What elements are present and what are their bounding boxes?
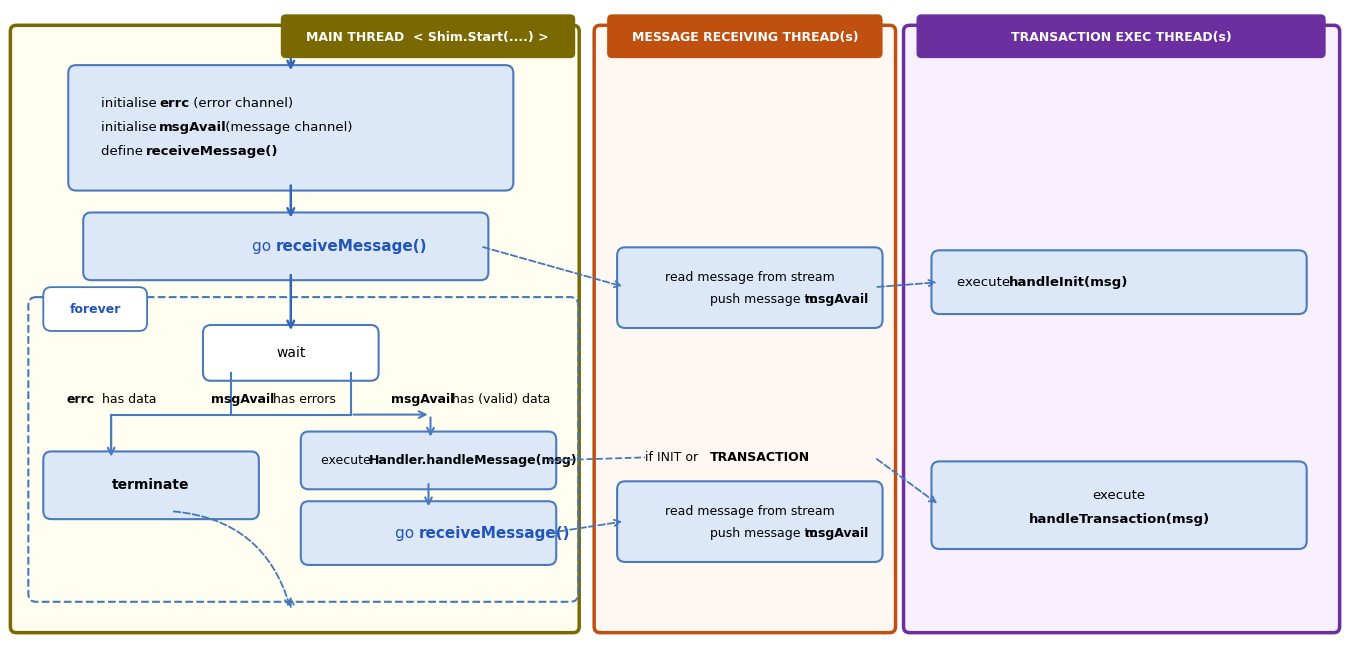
Text: receiveMessage(): receiveMessage() xyxy=(419,526,571,541)
Text: read message from stream: read message from stream xyxy=(665,271,834,284)
Text: receiveMessage(): receiveMessage() xyxy=(276,239,427,254)
FancyBboxPatch shape xyxy=(607,14,883,58)
Text: go: go xyxy=(395,526,419,541)
FancyBboxPatch shape xyxy=(617,247,883,328)
FancyBboxPatch shape xyxy=(43,287,147,331)
Text: msgAvail: msgAvail xyxy=(804,526,868,539)
FancyBboxPatch shape xyxy=(68,65,514,191)
FancyArrowPatch shape xyxy=(174,512,291,605)
FancyBboxPatch shape xyxy=(43,452,258,519)
Text: MAIN THREAD  < Shim.Start(....) >: MAIN THREAD < Shim.Start(....) > xyxy=(306,31,549,44)
FancyBboxPatch shape xyxy=(11,25,579,632)
Text: terminate: terminate xyxy=(112,478,189,492)
Text: msgAvail: msgAvail xyxy=(160,121,227,134)
Text: errc: errc xyxy=(160,98,189,110)
FancyBboxPatch shape xyxy=(617,481,883,562)
Text: forever: forever xyxy=(69,302,120,315)
FancyBboxPatch shape xyxy=(594,25,895,632)
FancyBboxPatch shape xyxy=(203,325,379,380)
Text: has (valid) data: has (valid) data xyxy=(449,393,550,406)
Text: receiveMessage(): receiveMessage() xyxy=(146,145,279,158)
FancyBboxPatch shape xyxy=(84,213,488,280)
Text: msgAvail: msgAvail xyxy=(804,293,868,306)
Text: handleTransaction(msg): handleTransaction(msg) xyxy=(1029,513,1210,526)
Text: execute: execute xyxy=(1092,489,1145,502)
Text: push message to: push message to xyxy=(710,526,821,539)
Text: has errors: has errors xyxy=(269,393,335,406)
Text: execute: execute xyxy=(957,276,1015,289)
Text: define: define xyxy=(101,145,147,158)
Text: push message to: push message to xyxy=(710,293,821,306)
FancyBboxPatch shape xyxy=(932,250,1306,314)
Text: if INIT or: if INIT or xyxy=(645,451,702,464)
Text: initialise: initialise xyxy=(101,121,161,134)
FancyBboxPatch shape xyxy=(281,14,575,58)
Text: Handler.handleMessage(msg): Handler.handleMessage(msg) xyxy=(369,454,577,467)
Text: errc: errc xyxy=(66,393,95,406)
Text: TRANSACTION EXEC THREAD(s): TRANSACTION EXEC THREAD(s) xyxy=(1011,31,1232,44)
Text: msgAvail: msgAvail xyxy=(391,393,454,406)
Text: MESSAGE RECEIVING THREAD(s): MESSAGE RECEIVING THREAD(s) xyxy=(631,31,859,44)
Text: initialise: initialise xyxy=(101,98,161,110)
FancyBboxPatch shape xyxy=(917,14,1326,58)
Text: (error channel): (error channel) xyxy=(189,98,293,110)
Text: execute: execute xyxy=(320,454,375,467)
FancyBboxPatch shape xyxy=(932,461,1306,549)
Text: has data: has data xyxy=(99,393,157,406)
FancyBboxPatch shape xyxy=(300,432,556,489)
Text: handleInit(msg): handleInit(msg) xyxy=(1010,276,1129,289)
Text: msgAvail: msgAvail xyxy=(211,393,274,406)
Text: (message channel): (message channel) xyxy=(220,121,353,134)
Text: wait: wait xyxy=(276,346,306,360)
FancyBboxPatch shape xyxy=(300,501,556,565)
Text: TRANSACTION: TRANSACTION xyxy=(710,451,810,464)
FancyBboxPatch shape xyxy=(903,25,1340,632)
Text: read message from stream: read message from stream xyxy=(665,505,834,517)
Text: go: go xyxy=(251,239,276,254)
